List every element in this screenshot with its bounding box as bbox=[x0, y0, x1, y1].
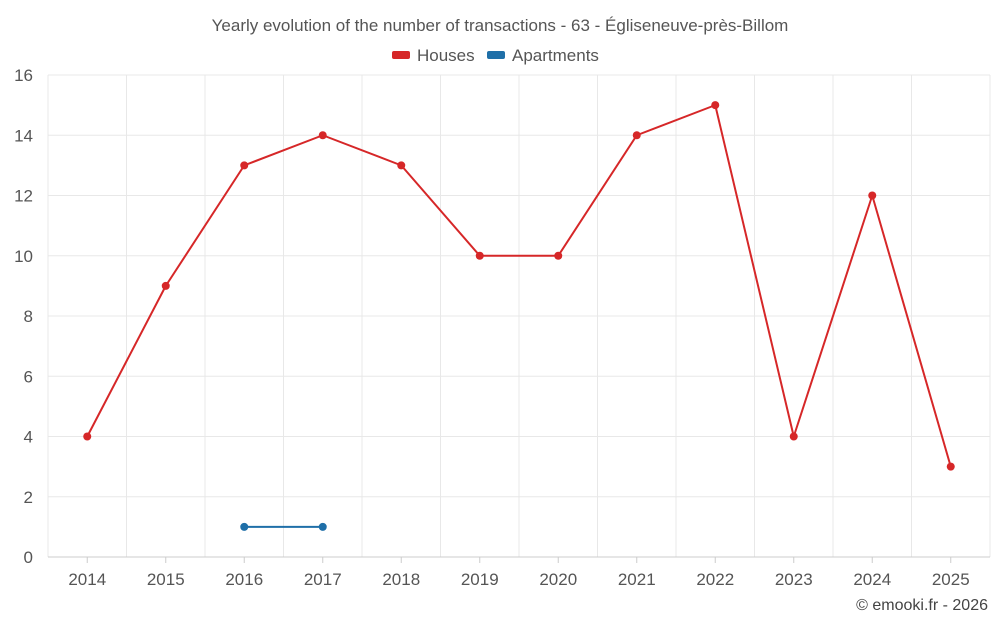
data-point-houses[interactable] bbox=[868, 191, 877, 200]
legend-label-apartments: Apartments bbox=[512, 46, 599, 65]
grid bbox=[47, 74, 991, 557]
x-tick-label: 2021 bbox=[618, 570, 656, 589]
chart-title: Yearly evolution of the number of transa… bbox=[212, 16, 789, 35]
credit-text: © emooki.fr - 2026 bbox=[856, 597, 988, 614]
data-point-houses[interactable] bbox=[789, 432, 798, 441]
data-point-houses[interactable] bbox=[554, 251, 563, 260]
data-point-houses[interactable] bbox=[946, 462, 955, 471]
x-tick-label: 2020 bbox=[539, 570, 577, 589]
series-houses bbox=[83, 101, 955, 471]
legend-item-houses[interactable]: Houses bbox=[392, 46, 475, 65]
data-point-apartments[interactable] bbox=[318, 522, 327, 531]
x-tick-label: 2019 bbox=[461, 570, 499, 589]
data-point-houses[interactable] bbox=[397, 161, 406, 170]
series-apartments bbox=[240, 522, 327, 531]
x-tick-label: 2024 bbox=[853, 570, 891, 589]
y-tick-label: 12 bbox=[14, 187, 33, 206]
legend: Houses Apartments bbox=[392, 46, 599, 65]
x-tick-label: 2015 bbox=[147, 570, 185, 589]
data-point-houses[interactable] bbox=[240, 161, 249, 170]
x-tick-label: 2018 bbox=[382, 570, 420, 589]
series bbox=[83, 101, 955, 531]
y-tick-label: 16 bbox=[14, 66, 33, 85]
y-tick-label: 4 bbox=[24, 428, 33, 447]
y-tick-label: 14 bbox=[14, 126, 33, 145]
legend-swatch-apartments bbox=[487, 51, 505, 59]
legend-swatch-houses bbox=[392, 51, 410, 59]
data-point-houses[interactable] bbox=[711, 101, 720, 110]
x-tick-label: 2025 bbox=[932, 570, 970, 589]
y-tick-label: 6 bbox=[24, 367, 33, 386]
x-tick-label: 2017 bbox=[304, 570, 342, 589]
legend-label-houses: Houses bbox=[417, 46, 475, 65]
y-tick-label: 8 bbox=[24, 307, 33, 326]
axes: 0 2 4 6 8 10 12 14 16 2014 2015 2016 2017 2018 2019 202… bbox=[14, 66, 990, 589]
data-point-apartments[interactable] bbox=[240, 522, 249, 531]
x-tick-label: 2014 bbox=[68, 570, 106, 589]
data-point-houses[interactable] bbox=[161, 281, 170, 290]
y-tick-label: 0 bbox=[24, 548, 33, 567]
data-point-houses[interactable] bbox=[318, 131, 327, 140]
y-tick-label: 10 bbox=[14, 247, 33, 266]
series-line-houses bbox=[86, 104, 952, 467]
legend-item-apartments[interactable]: Apartments bbox=[487, 46, 599, 65]
y-tick-label: 2 bbox=[24, 488, 33, 507]
x-tick-label: 2016 bbox=[225, 570, 263, 589]
data-point-houses[interactable] bbox=[83, 432, 92, 441]
x-tick-label: 2022 bbox=[696, 570, 734, 589]
data-point-houses[interactable] bbox=[632, 131, 641, 140]
data-point-houses[interactable] bbox=[475, 251, 484, 260]
x-tick-label: 2023 bbox=[775, 570, 813, 589]
